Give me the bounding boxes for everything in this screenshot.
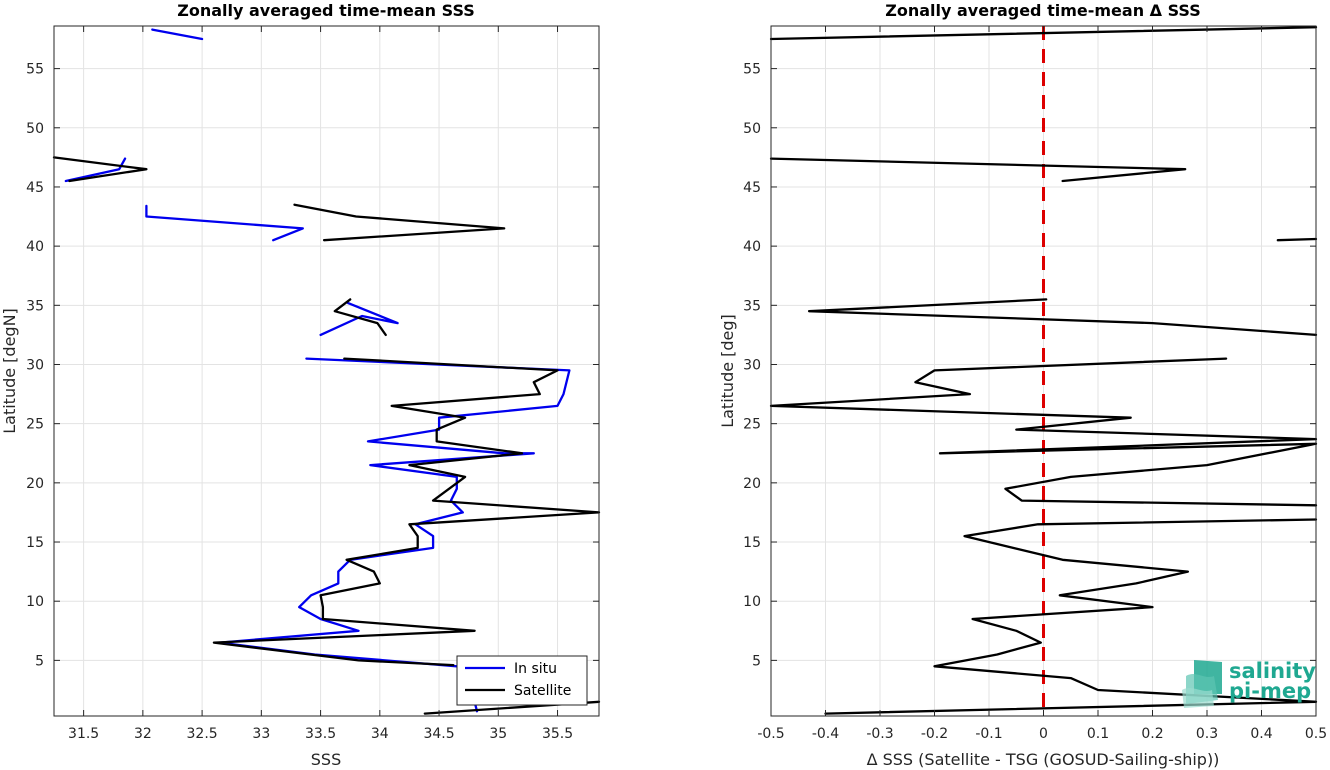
delta-sss-series-line bbox=[807, 298, 1318, 337]
sss-y-tick-label: 25 bbox=[26, 417, 44, 433]
sss-plot-area bbox=[54, 26, 599, 716]
sss-y-tick-label: 30 bbox=[26, 357, 44, 373]
delta-y-axis-label: Latitude [deg] bbox=[718, 314, 737, 428]
delta-y-tick-label: 45 bbox=[743, 180, 761, 196]
satellite-series-line bbox=[212, 357, 601, 667]
sss-panel: 31.5 32 32.5 33 33.5 34 34.5 35 35.5 5 10 15 20 25 30 3… bbox=[0, 1, 601, 769]
delta-x-axis-label: Δ SSS (Satellite - TSG (GOSUD-Sailing-sh… bbox=[867, 750, 1220, 769]
delta-x-tick-label: 0.4 bbox=[1250, 726, 1272, 742]
sss-x-tick-label: 32 bbox=[134, 726, 152, 742]
sss-x-tick-label: 35 bbox=[489, 726, 507, 742]
delta-y-tick-label: 10 bbox=[743, 594, 761, 610]
logo-mark-icon bbox=[1182, 660, 1222, 708]
delta-x-tick-label: 0.2 bbox=[1141, 726, 1163, 742]
sss-plot-frame bbox=[53, 25, 600, 717]
delta-ticks: -0.5 -0.4 -0.3 -0.2 -0.1 0 0.1 0.2 0.3 0.4 0.5 5 10 1… bbox=[743, 26, 1327, 742]
sss-y-tick-label: 5 bbox=[35, 653, 44, 669]
sss-x-tick-label: 33.5 bbox=[305, 726, 336, 742]
sss-x-tick-label: 34.5 bbox=[423, 726, 454, 742]
delta-sss-panel: -0.5 -0.4 -0.3 -0.2 -0.1 0 0.1 0.2 0.3 0.4 0.5 5 10 1… bbox=[718, 1, 1327, 769]
sss-x-tick-label: 34 bbox=[371, 726, 389, 742]
sss-grid bbox=[54, 26, 599, 716]
delta-y-tick-label: 25 bbox=[743, 417, 761, 433]
sss-y-tick-label: 20 bbox=[26, 476, 44, 492]
delta-y-tick-label: 30 bbox=[743, 357, 761, 373]
sss-x-tick-label: 31.5 bbox=[68, 726, 99, 742]
sss-x-axis-label: SSS bbox=[311, 750, 341, 769]
sss-y-tick-label: 45 bbox=[26, 180, 44, 196]
sss-y-tick-label: 40 bbox=[26, 239, 44, 255]
sss-ticks: 31.5 32 32.5 33 33.5 34 34.5 35 35.5 5 10 15 20 25 30 3… bbox=[26, 26, 599, 742]
delta-sss-series-line bbox=[1276, 237, 1318, 242]
delta-y-tick-label: 55 bbox=[743, 62, 761, 78]
delta-x-tick-label: 0.1 bbox=[1087, 726, 1109, 742]
logo-text-pi-mep: pi-mep bbox=[1229, 679, 1311, 703]
delta-y-tick-label: 5 bbox=[752, 653, 761, 669]
satellite-series-line bbox=[333, 298, 387, 337]
delta-sss-series-line bbox=[824, 518, 1318, 715]
sss-chart-title: Zonally averaged time-mean SSS bbox=[177, 1, 475, 20]
salinity-pi-mep-logo: salinity pi-mep bbox=[1182, 659, 1316, 708]
delta-x-tick-label: -0.2 bbox=[921, 726, 948, 742]
satellite-series-line bbox=[52, 156, 148, 183]
delta-x-tick-label: -0.1 bbox=[975, 726, 1002, 742]
sss-y-tick-label: 50 bbox=[26, 121, 44, 137]
delta-x-tick-label: 0 bbox=[1039, 726, 1048, 742]
satellite-series-line bbox=[293, 203, 506, 242]
in-situ-series-line bbox=[218, 357, 571, 668]
delta-y-tick-label: 40 bbox=[743, 239, 761, 255]
delta-x-tick-label: -0.4 bbox=[812, 726, 839, 742]
delta-y-tick-label: 50 bbox=[743, 121, 761, 137]
legend-satellite-label: Satellite bbox=[514, 683, 571, 699]
in-situ-series-line bbox=[319, 301, 399, 337]
delta-y-tick-label: 35 bbox=[743, 298, 761, 314]
in-situ-series-line bbox=[64, 157, 127, 183]
in-situ-series-line bbox=[151, 28, 204, 41]
delta-x-tick-label: 0.3 bbox=[1196, 726, 1218, 742]
delta-x-tick-label: -0.5 bbox=[757, 726, 784, 742]
legend: In situ Satellite bbox=[456, 655, 588, 706]
delta-y-tick-label: 20 bbox=[743, 476, 761, 492]
delta-y-tick-label: 15 bbox=[743, 535, 761, 551]
legend-box bbox=[456, 655, 588, 706]
sss-y-tick-label: 15 bbox=[26, 535, 44, 551]
sss-x-tick-label: 33 bbox=[252, 726, 270, 742]
sss-y-axis-label: Latitude [degN] bbox=[0, 308, 19, 434]
delta-chart-title: Zonally averaged time-mean Δ SSS bbox=[885, 1, 1201, 20]
in-situ-series-line bbox=[145, 204, 304, 242]
sss-y-tick-label: 35 bbox=[26, 298, 44, 314]
logo-text-salinity: salinity bbox=[1229, 659, 1316, 683]
sss-y-tick-label: 10 bbox=[26, 594, 44, 610]
delta-sss-series-line bbox=[769, 26, 1318, 41]
delta-sss-series-line bbox=[769, 157, 1187, 183]
delta-x-tick-label: 0.5 bbox=[1305, 726, 1327, 742]
sss-y-tick-label: 55 bbox=[26, 62, 44, 78]
legend-in-situ-label: In situ bbox=[514, 661, 557, 677]
sss-x-tick-label: 35.5 bbox=[542, 726, 573, 742]
sss-x-tick-label: 32.5 bbox=[187, 726, 218, 742]
delta-x-tick-label: -0.3 bbox=[866, 726, 893, 742]
